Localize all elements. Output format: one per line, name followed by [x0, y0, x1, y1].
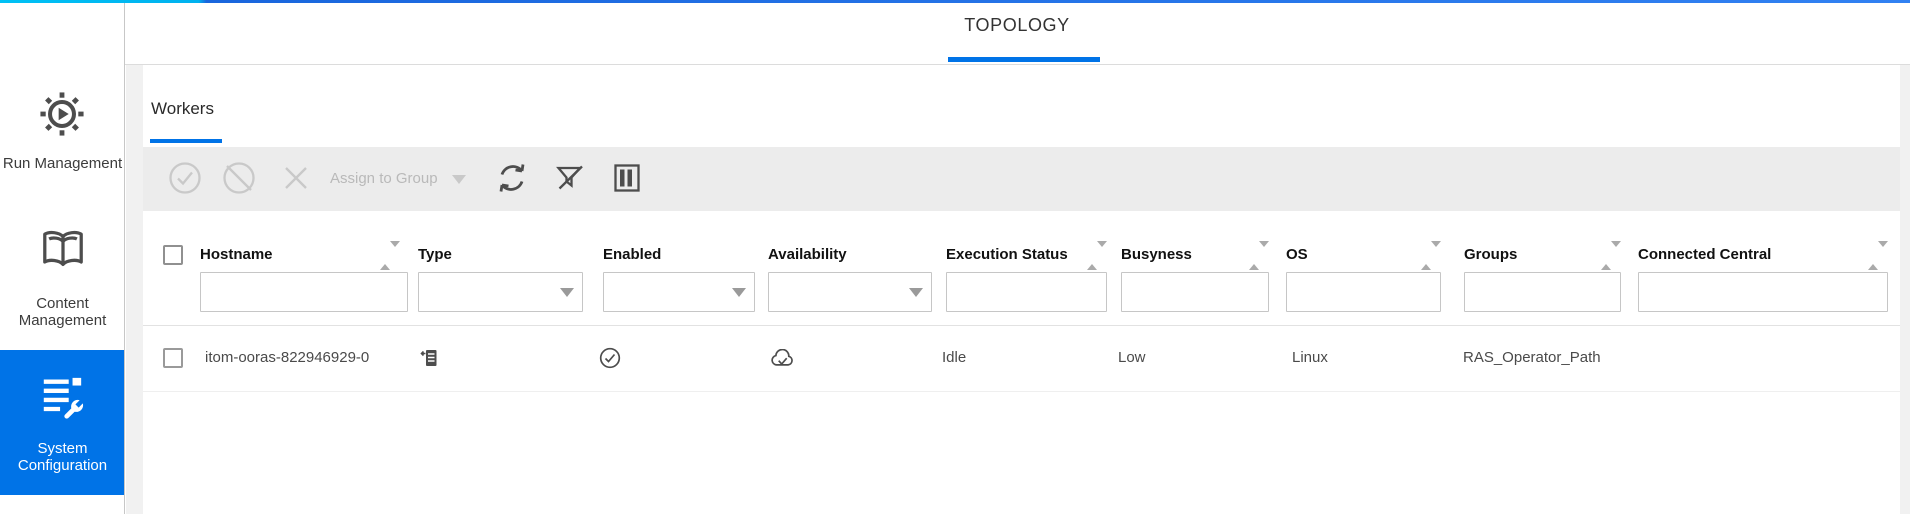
hostname-filter [200, 272, 408, 312]
sort-arrows-icon[interactable] [380, 241, 400, 270]
brand-bar [0, 0, 1910, 3]
busyness-cell: Low [1118, 349, 1146, 366]
ras-worker-icon [420, 348, 438, 368]
sort-arrows-icon[interactable] [1868, 241, 1888, 270]
column-header-execution-status[interactable]: Execution Status [946, 241, 1107, 270]
groups-filter [1464, 272, 1621, 312]
toolbar [143, 147, 1900, 211]
busyness-filter [1121, 272, 1269, 312]
refresh-icon [495, 164, 529, 198]
assign-to-group-button[interactable]: Assign to Group [330, 170, 438, 187]
enable-button[interactable] [168, 161, 202, 195]
delete-button[interactable] [283, 165, 309, 191]
cloud-check-icon [770, 348, 795, 369]
sort-arrows-icon[interactable] [1249, 241, 1269, 270]
availability-filter-select[interactable] [768, 272, 932, 312]
groups-cell: RAS_Operator_Path [1463, 349, 1601, 366]
ban-circle-icon [222, 162, 256, 198]
check-circle-icon [168, 162, 202, 198]
hostname-filter-input[interactable] [200, 272, 408, 312]
tab-workers-underline [150, 139, 222, 143]
tab-workers[interactable]: Workers [151, 99, 214, 118]
os-filter [1286, 272, 1441, 312]
column-header-hostname[interactable]: Hostname [200, 241, 408, 270]
sort-arrows-icon[interactable] [1421, 241, 1441, 270]
sort-arrows-icon[interactable] [1601, 241, 1621, 270]
row-divider [143, 391, 1900, 392]
column-header-enabled[interactable]: Enabled [603, 246, 662, 263]
system-configuration-icon [39, 375, 85, 426]
enabled-filter-select[interactable] [603, 272, 755, 312]
type-filter-select[interactable] [418, 272, 583, 312]
execution-status-cell: Idle [942, 349, 967, 366]
sidebar: Run Management Content Management [0, 3, 125, 514]
column-header-busyness[interactable]: Busyness [1121, 241, 1269, 270]
sort-arrows-icon[interactable] [1087, 241, 1107, 270]
sidebar-active-highlight [0, 350, 124, 495]
content-management-icon [40, 229, 86, 276]
run-management-icon [39, 91, 85, 142]
dropdown-caret-icon [452, 175, 466, 184]
os-filter-input[interactable] [1286, 272, 1441, 312]
availability-filter [768, 272, 932, 312]
page-title[interactable]: TOPOLOGY [964, 15, 1070, 35]
x-icon [283, 167, 309, 194]
busyness-filter-input[interactable] [1121, 272, 1269, 312]
columns-button[interactable] [612, 163, 642, 193]
type-filter [418, 272, 583, 312]
columns-icon [612, 164, 642, 196]
row-divider [143, 325, 1900, 326]
refresh-button[interactable] [495, 161, 529, 195]
column-header-type[interactable]: Type [418, 246, 452, 263]
connected-central-filter [1638, 272, 1888, 312]
header-divider [125, 64, 1910, 65]
enabled-filter [603, 272, 755, 312]
execution-status-filter-input[interactable] [946, 272, 1107, 312]
column-header-availability[interactable]: Availability [768, 246, 847, 263]
groups-filter-input[interactable] [1464, 272, 1621, 312]
hostname-cell: itom-ooras-822946929-0 [205, 349, 370, 366]
column-header-groups[interactable]: Groups [1464, 241, 1621, 270]
connected-central-filter-input[interactable] [1638, 272, 1888, 312]
reset-filter-button[interactable] [555, 163, 585, 193]
filter-slash-icon [555, 165, 585, 196]
row-checkbox[interactable] [163, 348, 183, 368]
select-all-checkbox[interactable] [163, 245, 183, 265]
check-circle-icon [599, 347, 621, 369]
execution-status-filter [946, 272, 1107, 312]
column-header-connected-central[interactable]: Connected Central [1638, 241, 1888, 270]
os-cell: Linux [1292, 349, 1328, 366]
disable-button[interactable] [222, 161, 256, 195]
page-title-active-underline [948, 57, 1100, 62]
column-header-os[interactable]: OS [1286, 241, 1441, 270]
